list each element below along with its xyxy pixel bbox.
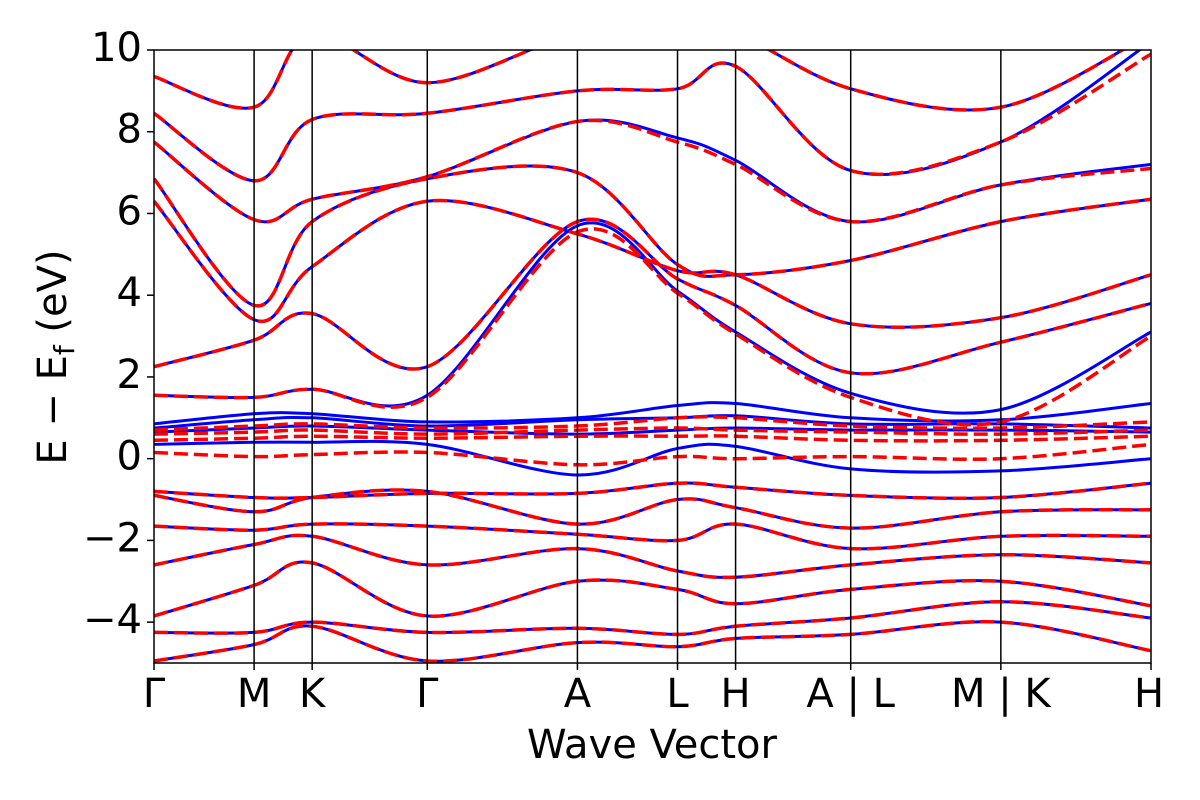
y-tick-label-7: 10 <box>91 25 142 71</box>
y-axis-ticks: −4 −2 0 2 4 6 8 10 <box>83 25 154 643</box>
y-tick-label-4: 4 <box>117 270 142 316</box>
dashed-band-line-0 <box>154 619 1151 663</box>
x-tick-label-7: A | L <box>806 671 895 717</box>
dashed-band-line-2 <box>154 560 1151 618</box>
dashed-band-line-9 <box>154 426 1151 436</box>
solid-band-line-8 <box>154 424 1151 436</box>
x-axis-label: Wave Vector <box>527 722 778 768</box>
dashed-band-line-7 <box>154 442 1151 467</box>
bands-layer <box>154 50 1151 663</box>
x-tick-label-2: K <box>299 671 327 717</box>
x-tick-label-8: M | K <box>951 671 1052 717</box>
x-tick-label-6: H <box>721 671 751 717</box>
dashed-band-line-3 <box>154 533 1151 580</box>
y-axis-label-main: E − E <box>30 355 76 465</box>
x-tick-label-0: Γ <box>143 671 166 717</box>
x-tick-label-1: M <box>237 671 272 717</box>
y-tick-label-5: 6 <box>117 188 142 234</box>
solid-band-line-10 <box>154 401 1151 426</box>
dashed-band-line-13 <box>154 198 1151 329</box>
dashed-band-line-16 <box>154 52 1151 183</box>
y-tick-label-3: 2 <box>117 352 142 398</box>
dashed-band-line-4 <box>154 522 1151 551</box>
y-tick-label-0: −4 <box>83 597 142 643</box>
y-tick-label-6: 8 <box>117 107 142 153</box>
plot-frame <box>153 49 1152 664</box>
high-symmetry-lines <box>253 50 1002 663</box>
x-tick-label-9: H <box>1134 671 1164 717</box>
dashed-band-line-6 <box>154 481 1151 500</box>
y-axis-label-subscript: f <box>48 344 81 355</box>
dashed-band-line-12 <box>154 217 1151 376</box>
dashed-band-line-17 <box>154 50 1126 112</box>
dashed-band-line-11 <box>154 227 1151 427</box>
y-tick-label-1: −2 <box>83 515 142 561</box>
dashed-band-line-8 <box>154 434 1151 443</box>
y-axis-label: E − Ef (eV) <box>30 249 81 464</box>
x-tick-label-5: L <box>666 671 689 717</box>
y-tick-label-2: 0 <box>117 434 142 480</box>
dashed-band-line-14 <box>154 164 1151 308</box>
dashed-band-line-15 <box>154 118 1151 224</box>
y-axis-label-unit: (eV) <box>30 249 76 345</box>
x-tick-label-4: A <box>564 671 592 717</box>
dashed-band-line-10 <box>154 415 1151 432</box>
dashed-band-line-1 <box>154 599 1151 637</box>
x-tick-label-3: Γ <box>416 671 439 717</box>
dashed-band-line-5 <box>154 488 1151 530</box>
